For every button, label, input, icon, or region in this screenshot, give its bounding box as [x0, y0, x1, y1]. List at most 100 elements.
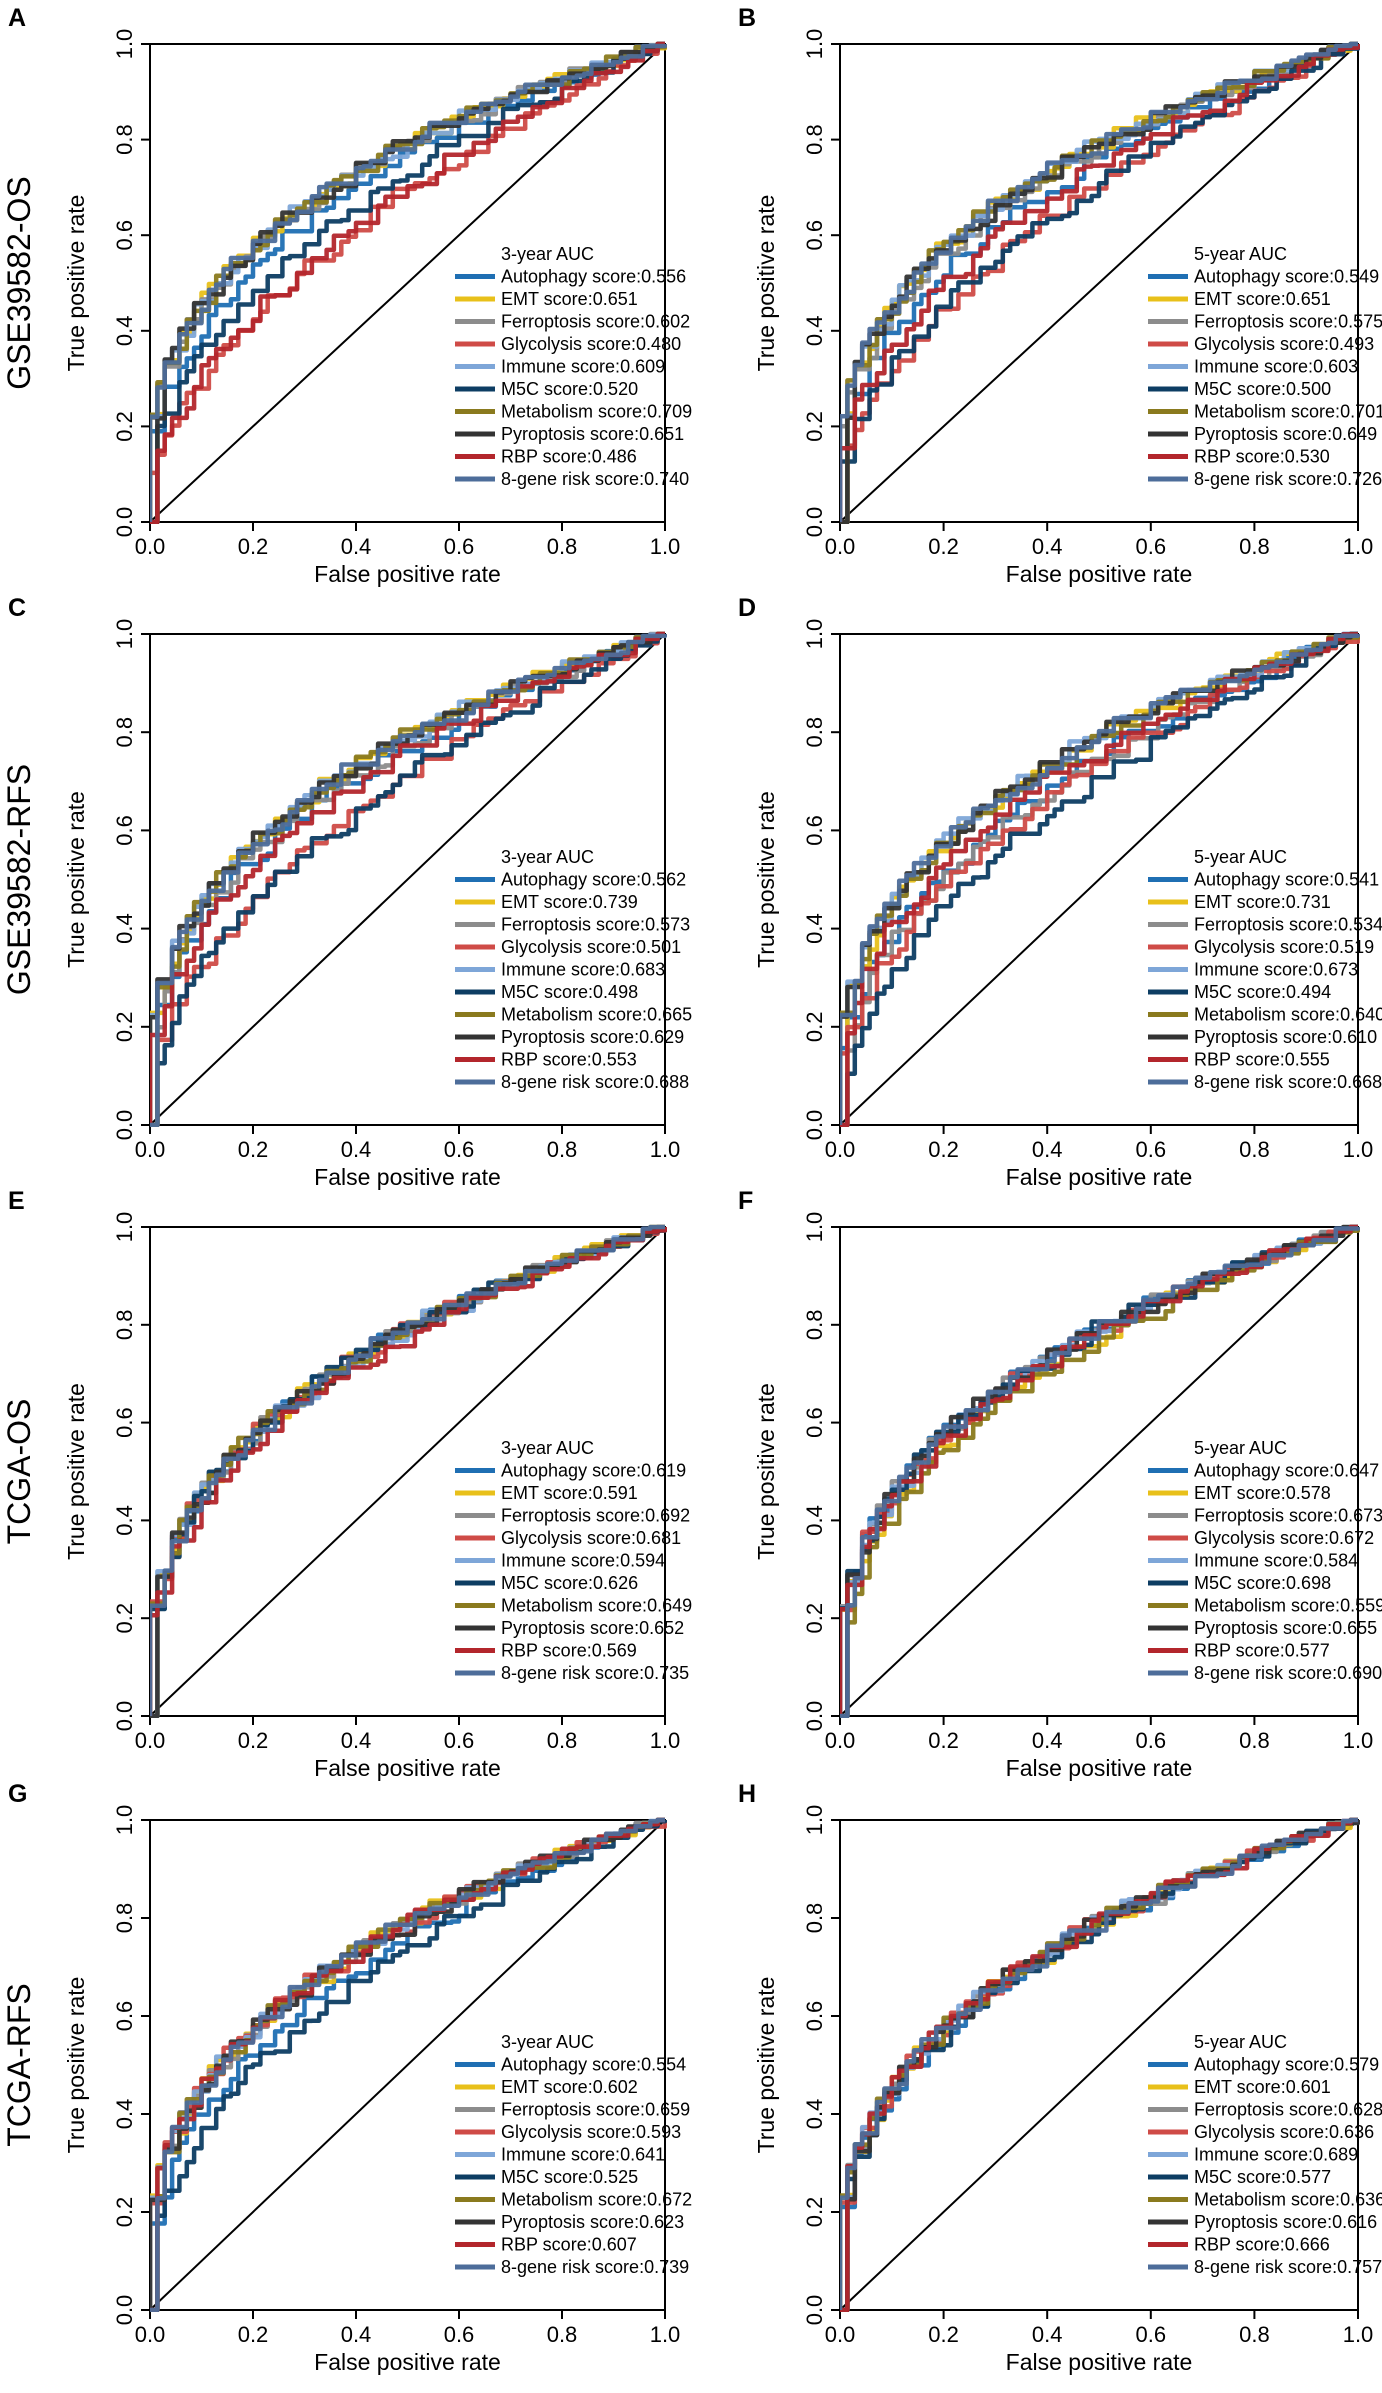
- y-tick-label: 0.2: [802, 2197, 827, 2228]
- legend-series-name: Metabolism score: [501, 2190, 642, 2210]
- x-tick-label: 0.0: [135, 1137, 166, 1162]
- x-axis-label: False positive rate: [314, 2349, 501, 2375]
- diagonal-reference-line: [149, 43, 666, 523]
- y-tick-label: 0.0: [802, 1701, 827, 1732]
- legend-auc-value: 0.541: [1334, 870, 1379, 890]
- x-tick-label: 0.0: [825, 534, 856, 559]
- plot-frame: [149, 1819, 666, 2311]
- x-tick-label: 0.2: [238, 2322, 269, 2347]
- row-label: TCGA-OS: [1, 1399, 37, 1545]
- legend-label: Ferroptosis score:0.659: [501, 2100, 690, 2120]
- y-tick-label: 0.4: [802, 2099, 827, 2130]
- legend-auc-value: 0.553: [592, 1050, 637, 1070]
- y-tick-label: 0.0: [112, 507, 137, 538]
- legend-label: Pyroptosis score:0.623: [501, 2212, 684, 2232]
- legend-series-name: RBP score: [501, 2235, 587, 2255]
- plot-frame: [839, 633, 1359, 1126]
- legend-label: M5C score:0.520: [501, 379, 638, 399]
- x-tick-label: 0.2: [238, 534, 269, 559]
- x-tick-label: 1.0: [650, 534, 681, 559]
- legend-label: Metabolism score:0.672: [501, 2190, 692, 2210]
- legend-label: EMT score:0.578: [1194, 1483, 1331, 1503]
- x-tick-label: 0.0: [135, 534, 166, 559]
- legend-series-name: Ferroptosis score: [501, 312, 640, 332]
- y-tick-label: 0.6: [802, 2001, 827, 2032]
- legend-series-name: EMT score: [501, 892, 588, 912]
- legend-auc-value: 0.626: [593, 1573, 638, 1593]
- legend-series-name: EMT score: [1194, 892, 1281, 912]
- legend-series-name: Ferroptosis score: [501, 2100, 640, 2120]
- legend-label: Immune score:0.603: [1194, 357, 1358, 377]
- legend-series-name: Immune score: [1194, 357, 1308, 377]
- roc-curve-glycolysis-score: [840, 634, 1360, 1125]
- legend-auc-value: 0.651: [639, 424, 684, 444]
- legend-auc-value: 0.534: [1338, 915, 1382, 935]
- legend-label: Metabolism score:0.649: [501, 1596, 692, 1616]
- y-tick-label: 0.0: [112, 1701, 137, 1732]
- legend-label: Ferroptosis score:0.602: [501, 312, 690, 332]
- panel-letter: H: [738, 1780, 756, 1808]
- x-tick-label: 1.0: [650, 1137, 681, 1162]
- legend-series-name: EMT score: [1194, 1483, 1281, 1503]
- legend-series-name: Autophagy score: [1194, 2055, 1329, 2075]
- y-axis-label: True positive rate: [753, 195, 779, 372]
- x-tick-label: 0.0: [135, 1728, 166, 1753]
- legend-auc-value: 0.577: [1285, 1641, 1330, 1661]
- legend-label: 8-gene risk score:0.757: [1194, 2257, 1382, 2277]
- x-tick-label: 0.6: [444, 534, 475, 559]
- legend-label: Autophagy score:0.562: [501, 870, 686, 890]
- roc-curves: [150, 1224, 667, 1718]
- legend-auc-value: 0.603: [1313, 357, 1358, 377]
- legend-auc-value: 0.623: [639, 2212, 684, 2232]
- legend-label: Immune score:0.641: [501, 2145, 665, 2165]
- roc-curve-8-gene-risk-score: [840, 1817, 1358, 2310]
- x-tick-label: 0.4: [1032, 2322, 1063, 2347]
- legend-auc-value: 0.530: [1285, 447, 1330, 467]
- legend-series-name: M5C score: [501, 982, 588, 1002]
- legend-label: Glycolysis score:0.681: [501, 1528, 681, 1548]
- legend-label: EMT score:0.602: [501, 2077, 638, 2097]
- legend-label: M5C score:0.577: [1194, 2167, 1331, 2187]
- roc-curves: [840, 631, 1360, 1127]
- legend-auc-value: 0.525: [593, 2167, 638, 2187]
- legend-label: Autophagy score:0.619: [501, 1461, 686, 1481]
- x-tick-label: 0.6: [444, 1137, 475, 1162]
- legend-series-name: Ferroptosis score: [1194, 915, 1333, 935]
- legend-label: Ferroptosis score:0.534: [1194, 915, 1382, 935]
- y-tick-label: 0.8: [802, 1310, 827, 1341]
- legend-label: Glycolysis score:0.593: [501, 2122, 681, 2142]
- legend-label: Pyroptosis score:0.655: [1194, 1618, 1377, 1638]
- roc-curve-m5c-score: [150, 631, 665, 1127]
- legend-auc-value: 0.520: [593, 379, 638, 399]
- panel-letter: D: [738, 594, 756, 622]
- legend-label: Metabolism score:0.636: [1194, 2190, 1382, 2210]
- y-tick-label: 0.6: [802, 1407, 827, 1438]
- legend-label: Pyroptosis score:0.610: [1194, 1027, 1377, 1047]
- legend-label: Glycolysis score:0.480: [501, 334, 681, 354]
- legend-series-name: EMT score: [501, 2077, 588, 2097]
- legend-series-name: M5C score: [1194, 1573, 1281, 1593]
- legend-auc-value: 0.726: [1337, 469, 1382, 489]
- legend-label: EMT score:0.739: [501, 892, 638, 912]
- x-tick-label: 0.8: [547, 1728, 578, 1753]
- y-tick-label: 1.0: [802, 29, 827, 60]
- legend-label: Pyroptosis score:0.649: [1194, 424, 1377, 444]
- legend-series-name: Pyroptosis score: [501, 1618, 634, 1638]
- legend-series-name: Ferroptosis score: [1194, 312, 1333, 332]
- roc-curves: [150, 1817, 667, 2312]
- legend-auc-value: 0.584: [1313, 1551, 1358, 1571]
- x-tick-label: 0.0: [825, 2322, 856, 2347]
- y-tick-label: 1.0: [112, 619, 137, 650]
- legend-auc-value: 0.555: [1285, 1050, 1330, 1070]
- diagonal-reference-line: [149, 1819, 666, 2311]
- roc-curve-8-gene-risk-score: [150, 43, 667, 522]
- legend-series-name: Glycolysis score: [501, 2122, 631, 2142]
- legend-series-name: Autophagy score: [1194, 1461, 1329, 1481]
- legend-series-name: 8-gene risk score: [1194, 469, 1332, 489]
- legend-label: EMT score:0.591: [501, 1483, 638, 1503]
- y-tick-label: 0.0: [802, 2295, 827, 2326]
- roc-panel-d: D 0.00.0 0.2 0.2 0.4 0.4 0.6 0.6 0.8 0.8 1.0 1.0 Fal…: [738, 594, 1382, 1190]
- x-axis-label: False positive rate: [314, 561, 501, 587]
- x-axis-label: False positive rate: [1006, 1755, 1193, 1781]
- panel-letter: G: [8, 1780, 27, 1808]
